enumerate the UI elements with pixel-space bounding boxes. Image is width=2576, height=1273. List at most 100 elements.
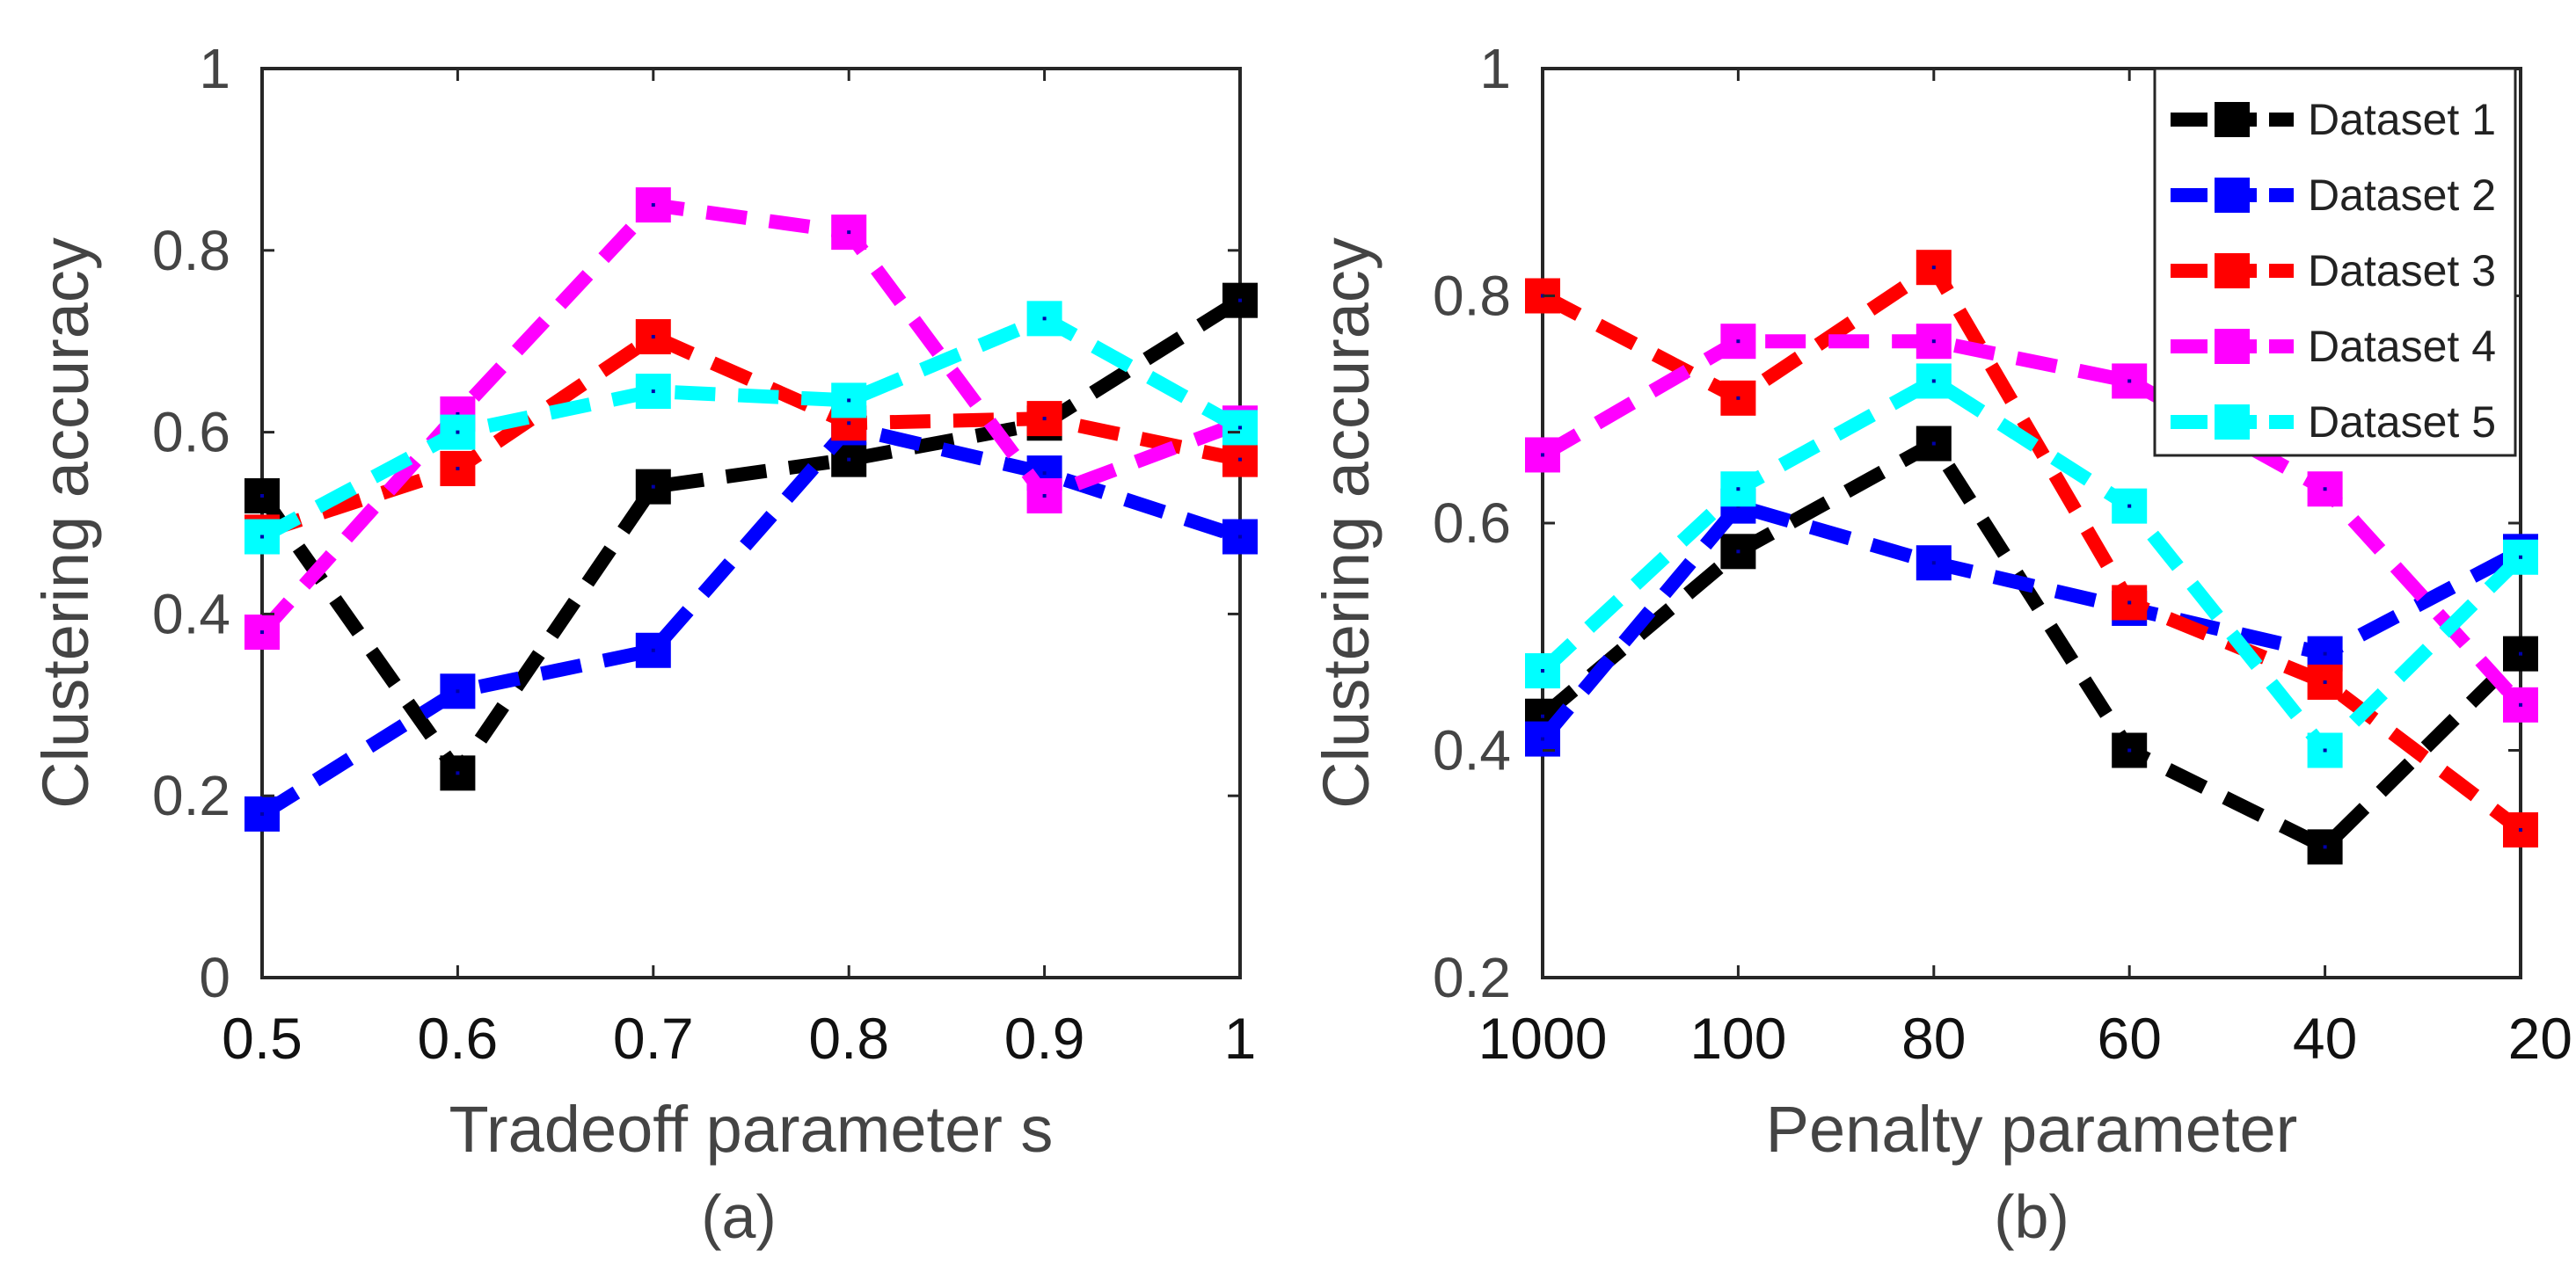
x-tick-label-a: 0.9 — [1004, 1006, 1085, 1071]
data-point-center-b — [2323, 748, 2327, 753]
legend-label-dataset-3: Dataset 3 — [2308, 246, 2496, 295]
x-tick-label-b: 1000 — [1478, 1006, 1608, 1071]
series-group-a — [244, 187, 1258, 832]
y-tick-labels-a: 0 0.2 0.4 0.6 0.8 1 — [152, 37, 1240, 1009]
data-point-center-b — [1541, 453, 1544, 457]
data-point-center-b — [2519, 651, 2522, 656]
caption-b: (b) — [1994, 1182, 2069, 1251]
y-axis-label-a: Clustering accuracy — [29, 237, 102, 809]
panel-b: 1000 100 80 60 40 20 0.2 0.4 0.6 0.8 1 Penalty pa… — [1310, 37, 2572, 1251]
data-point-center-b — [2127, 748, 2132, 753]
series-line-dataset-4-b — [1538, 334, 2526, 710]
legend-marker-dataset-1 — [2215, 102, 2250, 137]
y-tick-label-b: 1 — [1479, 37, 1511, 100]
data-point-center-b — [2519, 555, 2522, 559]
legend: Dataset 1 Dataset 2 Dataset 3 Dataset 4 Data… — [2153, 67, 2517, 457]
data-point-center-a — [847, 398, 851, 403]
data-point-center-a — [1042, 493, 1047, 498]
legend-marker-dataset-2 — [2215, 178, 2250, 213]
y-tick-label-b: 0.2 — [1433, 946, 1511, 1009]
data-point-center-b — [1541, 669, 1544, 673]
data-point-center-b — [1736, 487, 1740, 491]
x-tick-label-a: 1 — [1224, 1006, 1257, 1071]
data-point-center-b — [1931, 266, 1936, 270]
x-axis-label-a: Tradeoff parameter s — [449, 1093, 1054, 1166]
data-point-center-a — [456, 430, 460, 434]
x-tick-label-a: 0.6 — [418, 1006, 499, 1071]
data-point-center-b — [2323, 487, 2327, 491]
data-point-center-a — [260, 811, 264, 816]
data-point-center-b — [2127, 600, 2132, 605]
data-point-center-b — [1931, 561, 1936, 565]
data-point-center-a — [651, 648, 655, 652]
data-point-center-b — [1541, 737, 1544, 741]
y-tick-label-b: 0.8 — [1433, 265, 1511, 328]
data-point-center-a — [260, 630, 264, 635]
data-point-center-b — [1931, 339, 1936, 344]
data-point-center-a — [1238, 535, 1242, 539]
data-point-center-a — [1042, 417, 1047, 421]
data-point-center-b — [2127, 379, 2132, 383]
data-point-center-a — [651, 389, 655, 394]
data-point-center-a — [847, 457, 851, 462]
data-point-center-a — [1238, 426, 1242, 430]
data-point-center-a — [651, 484, 655, 489]
data-point-center-a — [651, 335, 655, 339]
data-point-center-a — [651, 203, 655, 207]
legend-marker-dataset-4 — [2215, 329, 2250, 364]
y-tick-label-a: 0.8 — [152, 219, 230, 282]
data-point-center-a — [456, 689, 460, 694]
data-point-center-b — [2519, 827, 2522, 832]
series-line-dataset-5-a — [259, 311, 1244, 543]
data-point-center-a — [847, 230, 851, 235]
x-tick-label-a: 0.5 — [222, 1006, 303, 1071]
y-tick-label-a: 0 — [199, 946, 230, 1009]
x-tick-label-a: 0.8 — [808, 1006, 889, 1071]
x-tick-label-b: 60 — [2097, 1006, 2161, 1071]
x-tick-labels-b: 1000 100 80 60 40 20 — [1478, 69, 2572, 1071]
legend-label-dataset-2: Dataset 2 — [2308, 171, 2496, 220]
x-tick-labels-a: 0.5 0.6 0.7 0.8 0.9 1 — [222, 69, 1256, 1071]
data-point-center-b — [1736, 396, 1740, 400]
y-tick-label-a: 0.2 — [152, 764, 230, 827]
y-tick-label-a: 1 — [199, 37, 230, 100]
y-tick-label-a: 0.6 — [152, 401, 230, 464]
data-point-center-a — [456, 466, 460, 470]
data-point-center-b — [1931, 379, 1936, 383]
x-tick-label-b: 100 — [1689, 1006, 1786, 1071]
caption-a: (a) — [701, 1182, 777, 1251]
legend-label-dataset-4: Dataset 4 — [2308, 322, 2496, 371]
data-point-center-a — [456, 411, 460, 416]
series-line-dataset-3-b — [1539, 260, 2525, 836]
data-point-center-a — [1042, 471, 1047, 476]
panel-a: 0.5 0.6 0.7 0.8 0.9 1 0 0.2 0.4 0.6 0.8 1 Tradeoff… — [29, 37, 1258, 1251]
data-point-center-a — [1238, 298, 1242, 302]
data-point-center-b — [1736, 549, 1740, 554]
x-tick-label-b: 20 — [2508, 1006, 2572, 1071]
legend-marker-dataset-3 — [2215, 253, 2250, 288]
y-tick-label-b: 0.6 — [1433, 491, 1511, 555]
data-point-center-b — [1931, 441, 1936, 446]
data-point-center-b — [1541, 714, 1544, 718]
data-point-center-a — [847, 421, 851, 426]
plot-area-a — [260, 67, 1242, 979]
y-tick-label-a: 0.4 — [152, 582, 230, 645]
x-axis-label-b: Penalty parameter — [1766, 1093, 2298, 1166]
series-line-dataset-1-a — [256, 294, 1244, 781]
series-line-dataset-5-b — [1537, 374, 2526, 758]
data-point-center-b — [2519, 702, 2522, 707]
y-tick-labels-b: 0.2 0.4 0.6 0.8 1 — [1433, 37, 2521, 1009]
data-point-center-b — [2323, 845, 2327, 849]
x-tick-label-b: 80 — [1901, 1006, 1966, 1071]
data-point-center-a — [260, 493, 264, 498]
data-point-center-a — [456, 771, 460, 775]
x-tick-label-b: 40 — [2293, 1006, 2357, 1071]
legend-label-dataset-1: Dataset 1 — [2308, 95, 2496, 144]
data-point-center-b — [2323, 651, 2327, 656]
data-point-center-a — [260, 535, 264, 539]
series-line-dataset-4-a — [257, 198, 1243, 637]
legend-marker-dataset-5 — [2215, 404, 2250, 440]
y-axis-label-b: Clustering accuracy — [1310, 237, 1383, 809]
x-tick-label-a: 0.7 — [613, 1006, 694, 1071]
y-tick-label-b: 0.4 — [1433, 719, 1511, 782]
